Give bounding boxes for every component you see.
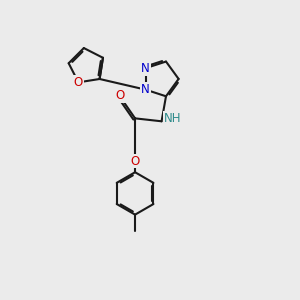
Text: O: O xyxy=(74,76,83,89)
Text: N: N xyxy=(141,83,150,96)
Text: O: O xyxy=(130,154,140,167)
Text: O: O xyxy=(116,89,125,102)
Text: N: N xyxy=(141,62,150,75)
Text: NH: NH xyxy=(164,112,182,125)
